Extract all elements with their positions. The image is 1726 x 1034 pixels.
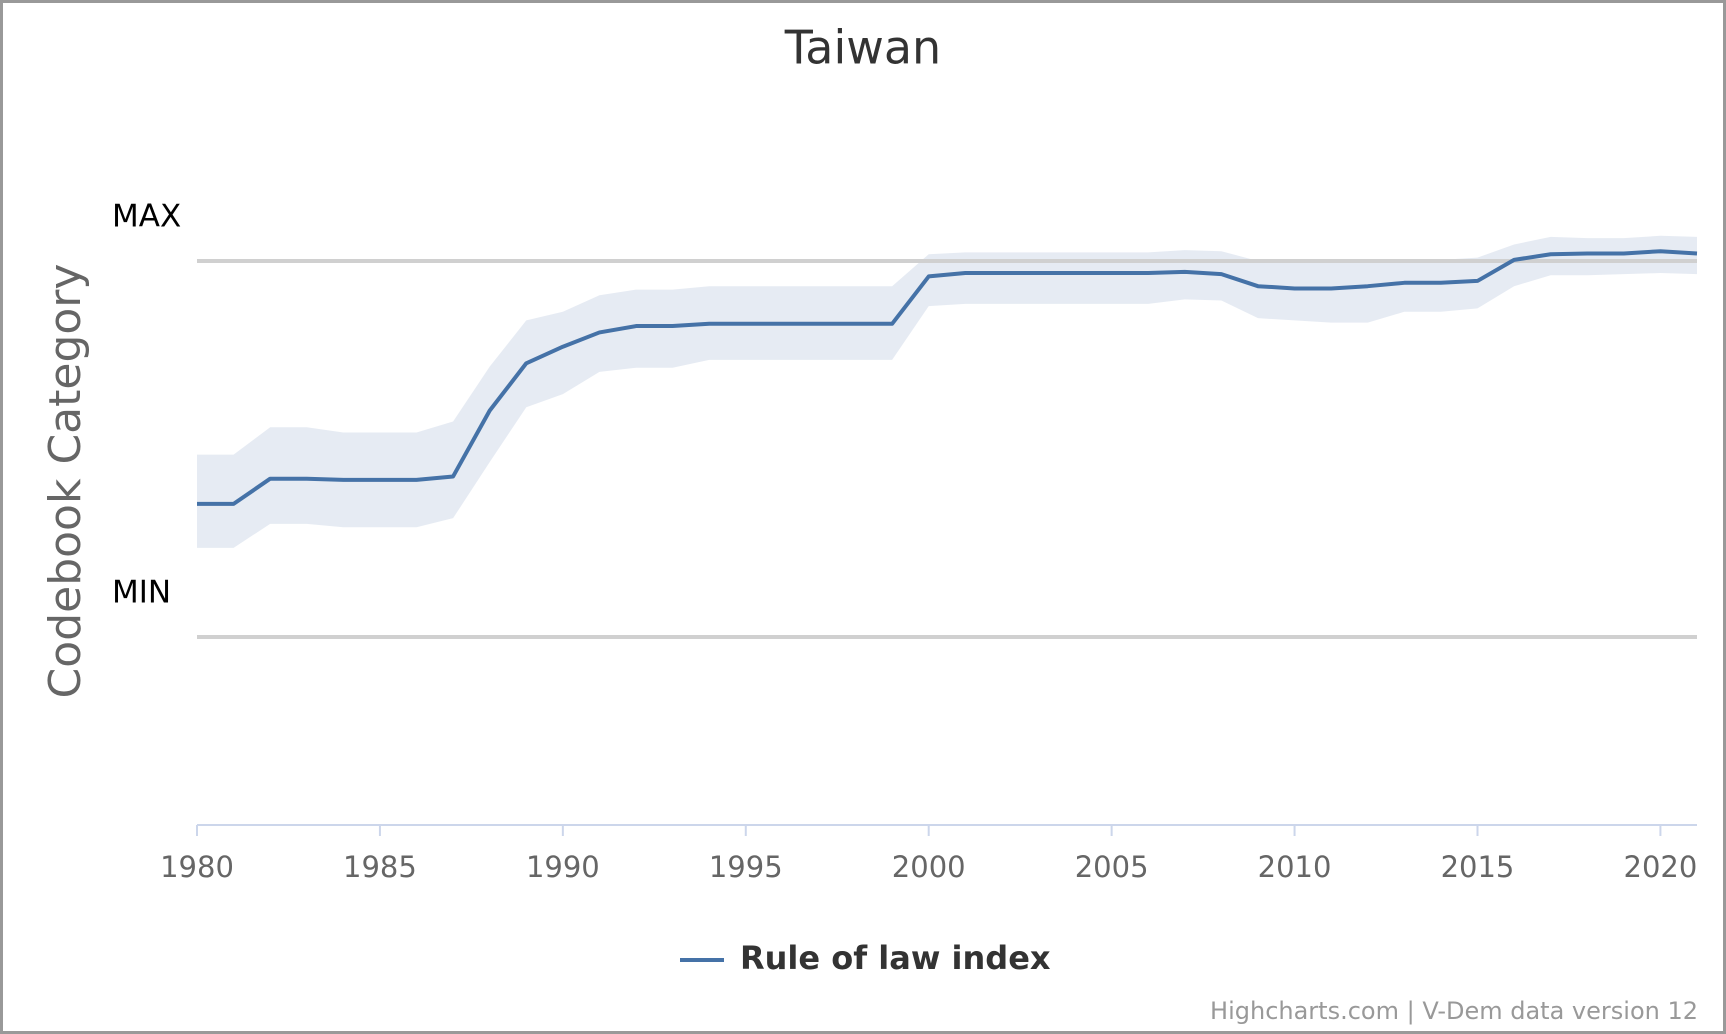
x-tick-label: 2010 (1258, 850, 1332, 884)
x-tick-label: 1995 (709, 850, 783, 884)
x-tick-label: 1985 (343, 850, 417, 884)
line (197, 249, 1698, 506)
x-tick-label: 1990 (526, 850, 600, 884)
y-tick-label: MIN (112, 575, 171, 611)
confidence-band (197, 235, 1697, 548)
legend-label: Rule of law index (740, 939, 1051, 977)
x-tick-label: 2005 (1075, 850, 1149, 884)
y-tick-label: MAX (112, 199, 181, 235)
y-axis-title: Codebook Category (40, 264, 91, 699)
credits: Highcharts.com | V-Dem data version 12 (1210, 997, 1698, 1025)
x-tick-label: 2015 (1441, 850, 1515, 884)
x-tick-label: 1980 (160, 850, 234, 884)
x-tick-label: 2020 (1624, 850, 1698, 884)
x-tick-label: 2000 (892, 850, 966, 884)
chart-title: Taiwan (784, 21, 941, 75)
